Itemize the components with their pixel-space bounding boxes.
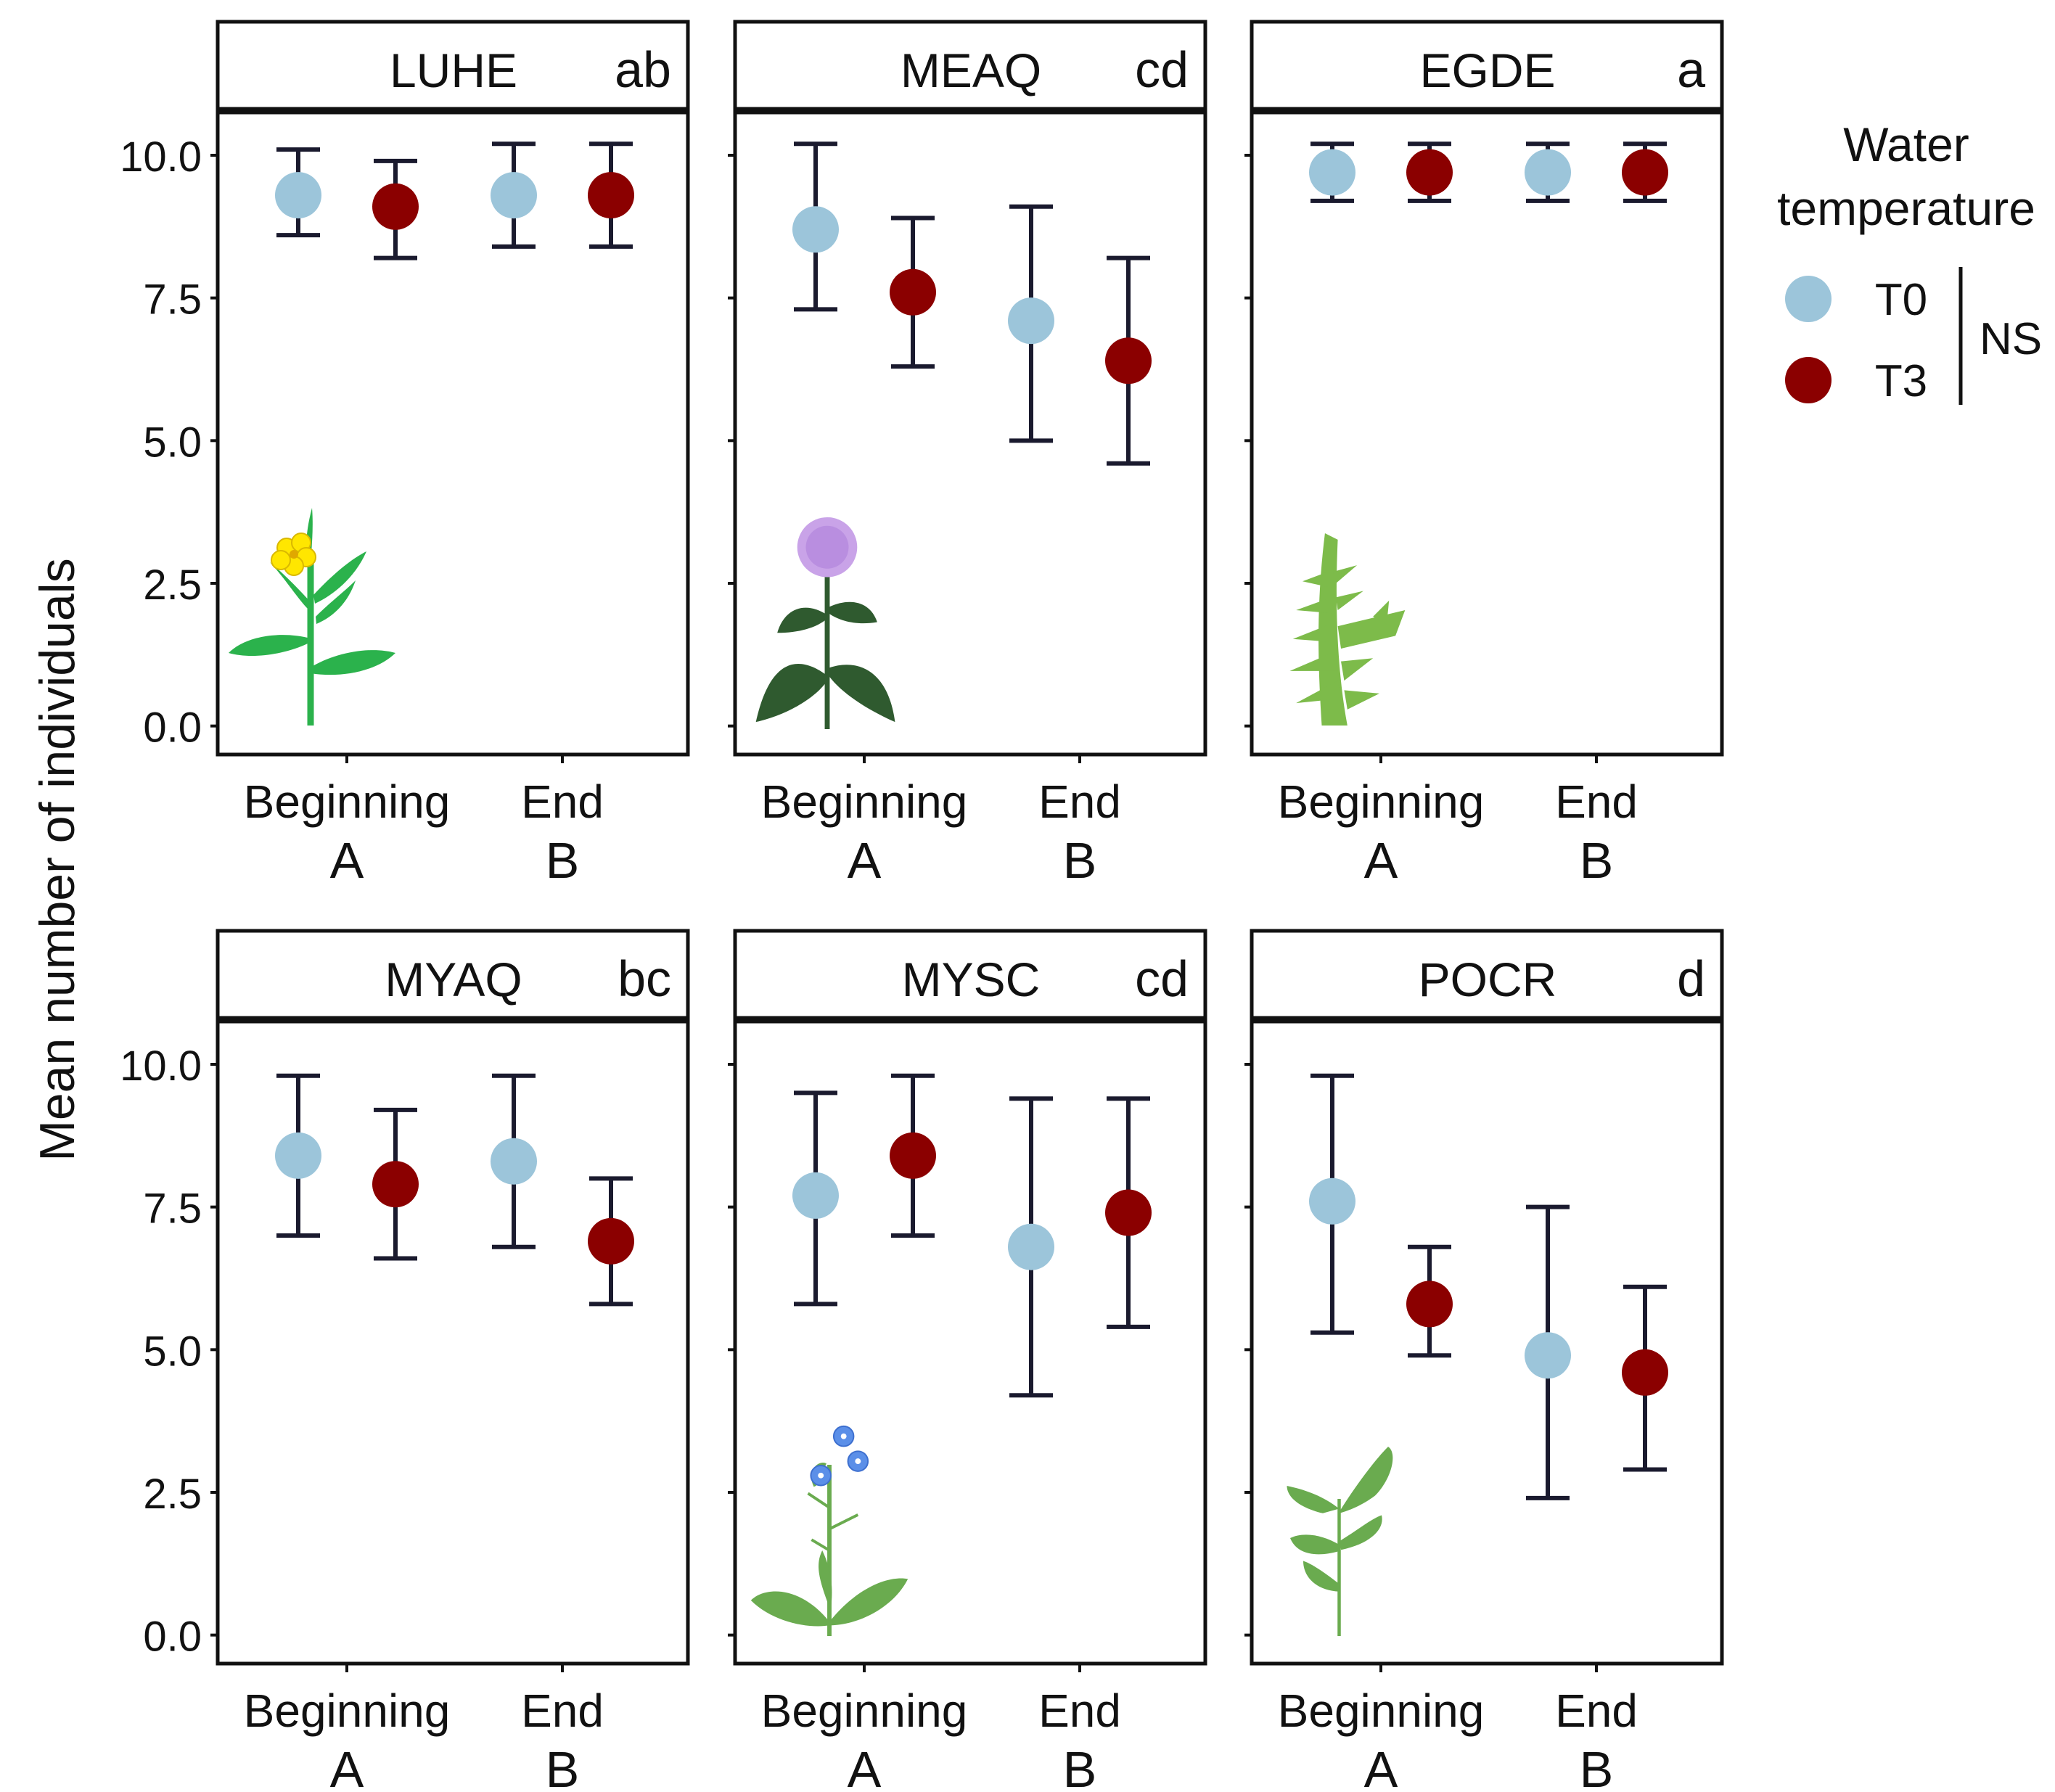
legend-label-t3: T3	[1875, 356, 1927, 406]
mean-point-t3	[1406, 149, 1453, 196]
mean-point-t3	[588, 1217, 634, 1265]
mean-point-t3	[1105, 1189, 1152, 1236]
y-tick-label: 10.0	[120, 1043, 202, 1090]
x-tick-label: End	[1038, 1685, 1121, 1737]
x-group-letter: A	[848, 832, 882, 889]
mean-point-t0	[1309, 149, 1355, 196]
mean-point-t0	[275, 1132, 321, 1179]
legend-title-line2: temperature	[1777, 181, 2035, 235]
mean-point-t3	[1105, 337, 1152, 385]
mean-point-t0	[792, 1172, 839, 1219]
y-tick-label: 0.0	[143, 704, 202, 752]
panel-strip	[216, 929, 690, 1020]
panel-significance-letter: cd	[1135, 950, 1189, 1007]
x-tick-label: End	[1555, 1685, 1638, 1737]
x-group-letter: A	[1364, 1741, 1398, 1792]
x-group-letter: A	[848, 1741, 882, 1792]
x-tick-label: Beginning	[761, 776, 968, 828]
y-tick-label: 0.0	[143, 1614, 202, 1661]
x-tick-label: End	[521, 776, 604, 828]
mean-point-t0	[1525, 149, 1571, 196]
y-tick-label: 10.0	[120, 133, 202, 181]
y-tick-label: 7.5	[143, 276, 202, 324]
panel-significance-letter: bc	[618, 950, 671, 1007]
mean-point-t0	[1008, 1223, 1054, 1270]
y-tick-label: 7.5	[143, 1185, 202, 1233]
y-tick-label: 5.0	[143, 1328, 202, 1375]
legend-title-line1: Water	[1843, 118, 1969, 171]
x-tick-label: Beginning	[244, 776, 451, 828]
x-group-letter: B	[1580, 832, 1614, 889]
mean-point-t3	[1622, 149, 1668, 196]
panel-frame	[216, 1019, 690, 1666]
mean-point-t3	[372, 183, 419, 230]
panel-title: MEAQ	[901, 44, 1041, 97]
legend-swatch-t0	[1785, 276, 1832, 322]
mean-point-t3	[1622, 1349, 1668, 1396]
mean-point-t3	[890, 1132, 936, 1179]
mean-point-t0	[491, 172, 537, 219]
x-group-letter: B	[546, 1741, 580, 1792]
x-tick-label: End	[521, 1685, 604, 1737]
legend-significance: NS	[1980, 314, 2042, 364]
panel-strip	[733, 929, 1207, 1020]
mean-point-t3	[372, 1161, 419, 1208]
panel-frame	[1250, 1019, 1724, 1666]
y-tick-label: 2.5	[143, 1471, 202, 1518]
mean-point-t0	[792, 206, 839, 253]
x-tick-label: Beginning	[761, 1685, 968, 1737]
panel-strip	[1250, 929, 1724, 1020]
x-group-letter: A	[1364, 832, 1398, 889]
legend: Water temperature T0 T3 NS	[1777, 118, 2042, 406]
mean-point-t3	[1406, 1281, 1453, 1328]
mean-point-t3	[588, 172, 634, 219]
x-group-letter: B	[1063, 1741, 1097, 1792]
mean-point-t0	[1309, 1177, 1355, 1225]
panel-significance-letter: d	[1677, 950, 1705, 1007]
legend-swatch-t3	[1785, 357, 1832, 403]
mean-point-t0	[1008, 297, 1054, 345]
panel-title: EGDE	[1419, 44, 1555, 97]
y-tick-label: 5.0	[143, 419, 202, 466]
x-group-letter: A	[330, 832, 364, 889]
x-tick-label: End	[1555, 776, 1638, 828]
x-tick-label: Beginning	[1278, 776, 1485, 828]
panel-title: MYSC	[902, 953, 1041, 1006]
mean-point-t3	[890, 268, 936, 316]
legend-label-t0: T0	[1875, 275, 1927, 325]
mean-point-t0	[1525, 1332, 1571, 1379]
x-group-letter: B	[1580, 1741, 1614, 1792]
panel-title: POCR	[1419, 953, 1557, 1006]
x-tick-label: End	[1038, 776, 1121, 828]
panel-frame	[733, 1019, 1207, 1666]
panel-strip	[1250, 20, 1724, 111]
x-tick-label: Beginning	[1278, 1685, 1485, 1737]
panel-significance-letter: cd	[1135, 41, 1189, 98]
mean-point-t0	[275, 172, 321, 219]
panel-significance-letter: a	[1677, 41, 1705, 98]
x-group-letter: A	[330, 1741, 364, 1792]
panel-strip	[733, 20, 1207, 111]
y-axis-label: Mean number of individuals	[30, 558, 85, 1162]
panel-significance-letter: ab	[615, 41, 671, 98]
x-group-letter: B	[1063, 832, 1097, 889]
panel-title: LUHE	[390, 44, 517, 97]
panel-title: MYAQ	[385, 953, 522, 1006]
y-tick-label: 2.5	[143, 562, 202, 609]
mean-point-t0	[491, 1138, 537, 1185]
panel-strip	[216, 20, 690, 111]
x-tick-label: Beginning	[244, 1685, 451, 1737]
panels: LUHE ab10.07.55.02.50.0BeginningAEndBMEAQ…	[120, 20, 1724, 1792]
x-group-letter: B	[546, 832, 580, 889]
